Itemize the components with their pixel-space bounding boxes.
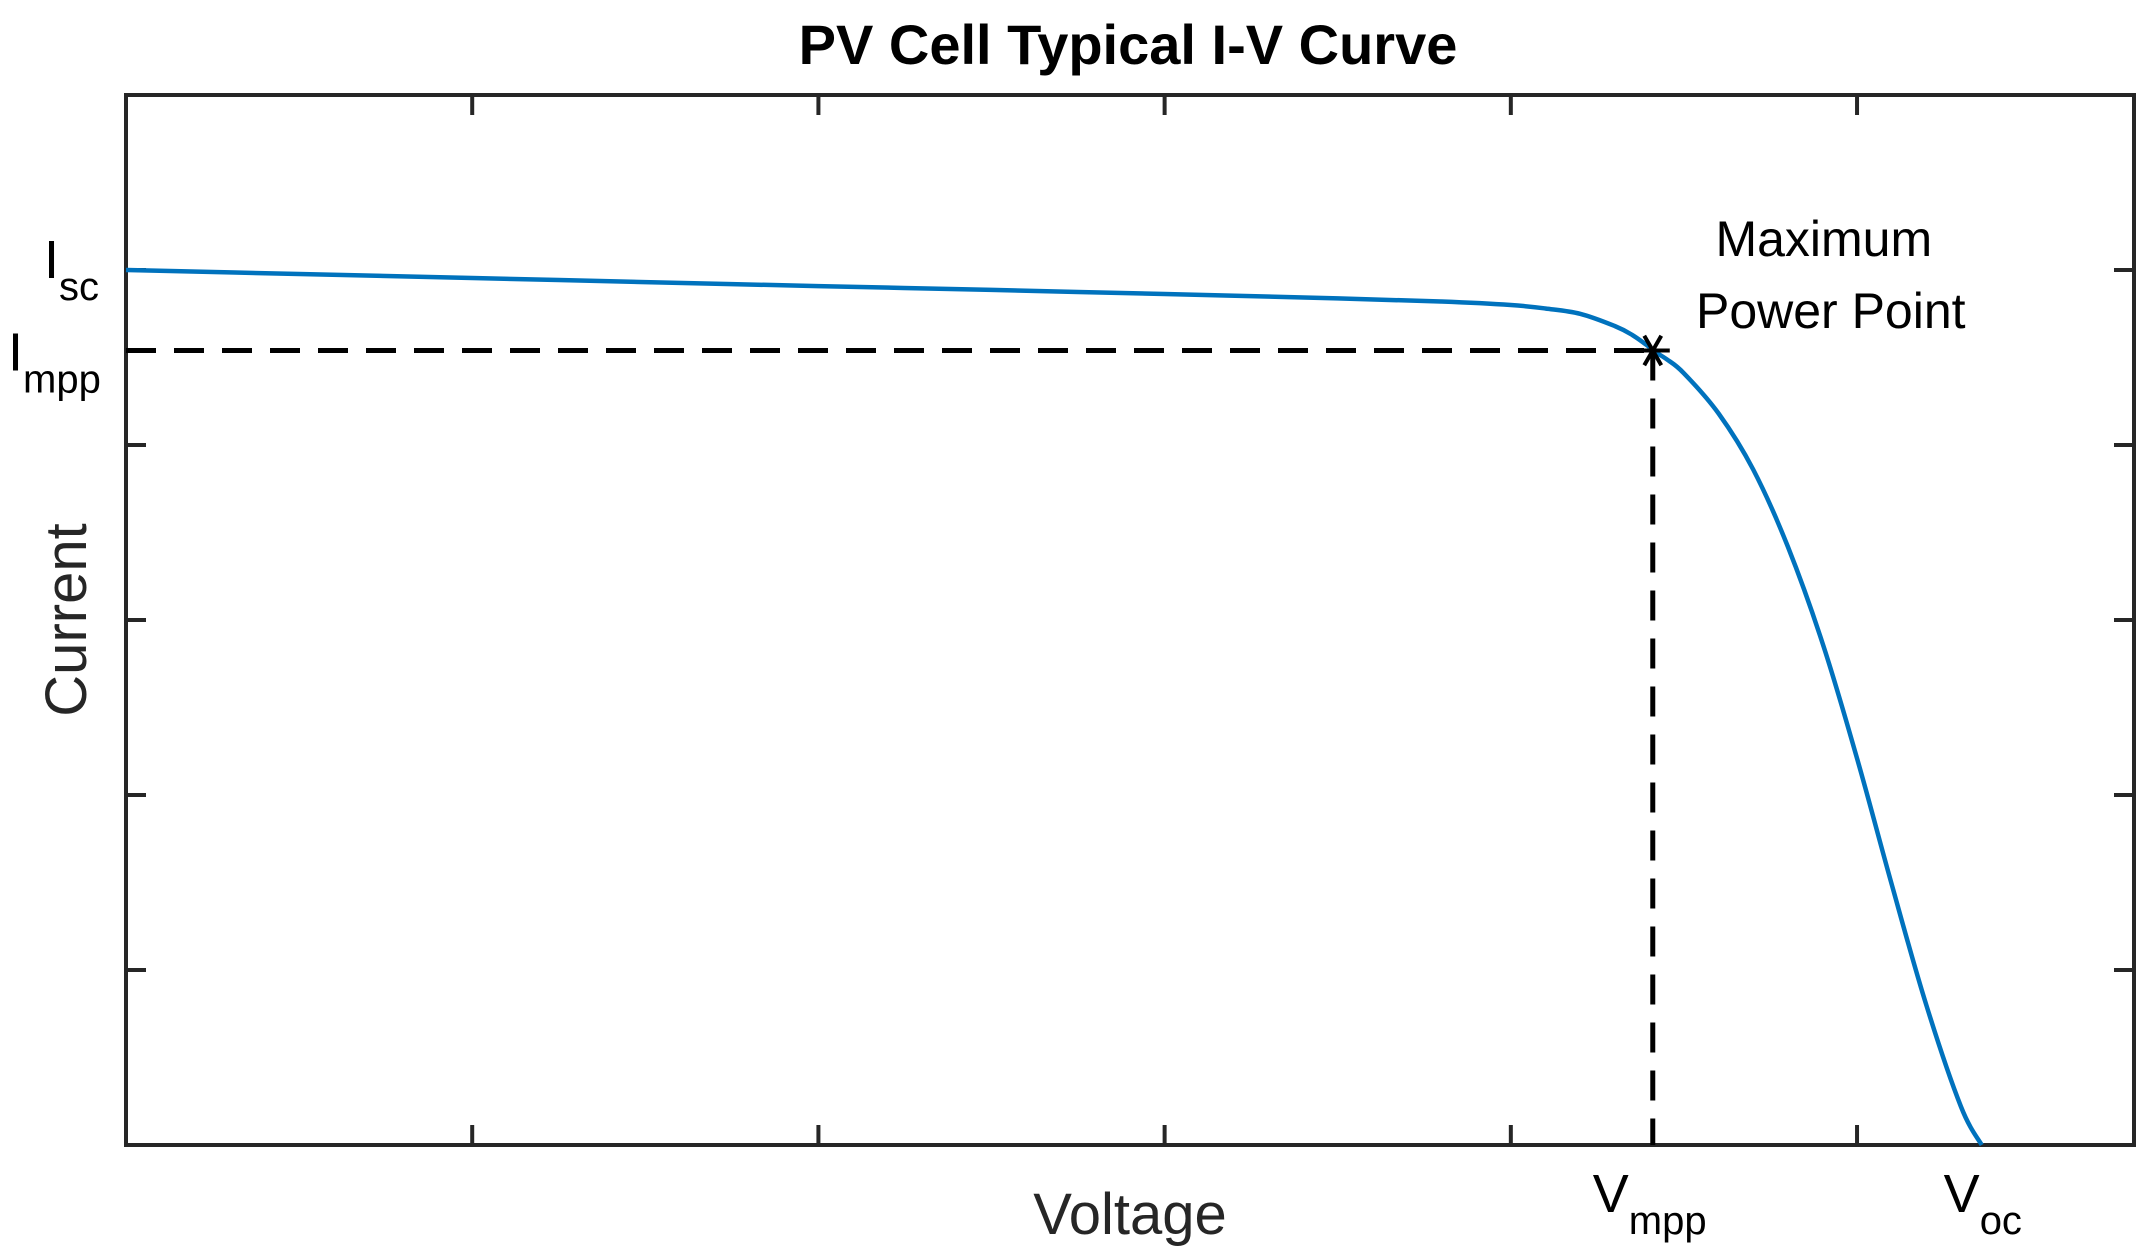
xtick-vmpp-main: V (1593, 1164, 1629, 1224)
xtick-vmpp-sub: mpp (1629, 1199, 1707, 1243)
mpp-annotation-line2: Power Point (1696, 283, 1966, 339)
xtick-voc-main: V (1944, 1164, 1980, 1224)
axes-box (124, 93, 2136, 1147)
mpp-marker (1635, 334, 1670, 367)
x-axis-label: Voltage (1033, 1182, 1227, 1247)
plot-area (124, 93, 2136, 1147)
ytick-impp-main: I (8, 323, 23, 383)
y-axis-label: Current (34, 523, 99, 716)
mpp-annotation: Maximum Power Point (1696, 211, 1966, 339)
xtick-voc-sub: oc (1980, 1199, 2022, 1243)
ytick-label-isc: Isc (44, 230, 99, 309)
xtick-label-voc: Voc (1944, 1164, 2022, 1243)
series-line-iv-curve (125, 267, 1984, 1147)
mpp-guide-lines (126, 348, 1656, 1145)
ytick-label-impp: Impp (8, 323, 101, 402)
mpp-annotation-line1: Maximum (1715, 211, 1932, 267)
ytick-isc-main: I (44, 230, 59, 290)
mpp-marker-stroke-3 (1642, 334, 1664, 367)
ytick-impp-sub: mpp (23, 358, 101, 402)
ytick-isc-sub: sc (59, 265, 99, 309)
chart-title: PV Cell Typical I-V Curve (799, 13, 1458, 76)
mpp-marker-group (1635, 334, 1670, 367)
series-group (125, 267, 1984, 1147)
xtick-label-vmpp: Vmpp (1593, 1164, 1707, 1243)
